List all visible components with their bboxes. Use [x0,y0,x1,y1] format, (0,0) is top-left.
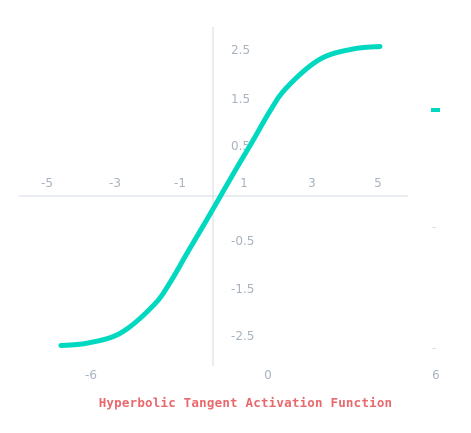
bottom-x-tick-label: -6 [85,368,97,382]
y-tick-label: -0.5 [231,234,254,248]
tick-labels: -5 -3 -1 1 3 52.51.50.5-0.5-1.5-2.5-6 0 6 [41,43,440,382]
series-layer [58,44,383,348]
x-tick-label: 1 [240,176,248,190]
bottom-x-tick-label: 0 [264,368,272,382]
x-tick-label: 3 [308,176,316,190]
x-tick-label: 5 [374,176,382,190]
y-tick-label: 2.5 [231,43,250,57]
legend-tick-mark [432,227,436,228]
x-tick-label: -1 [174,176,186,190]
axes [19,27,408,366]
y-tick-label: 1.5 [231,92,250,106]
x-tick-label: -5 [41,176,53,190]
tanh-curve [58,44,383,348]
y-tick-label: -1.5 [231,282,254,296]
legend-swatch [431,108,440,112]
bottom-x-tick-label: 6 [432,368,440,382]
x-tick-label: -3 [109,176,121,190]
chart-title: Hyperbolic Tangent Activation Function [98,395,393,410]
legend-tick-mark [432,348,436,349]
y-tick-label: -2.5 [231,329,254,343]
